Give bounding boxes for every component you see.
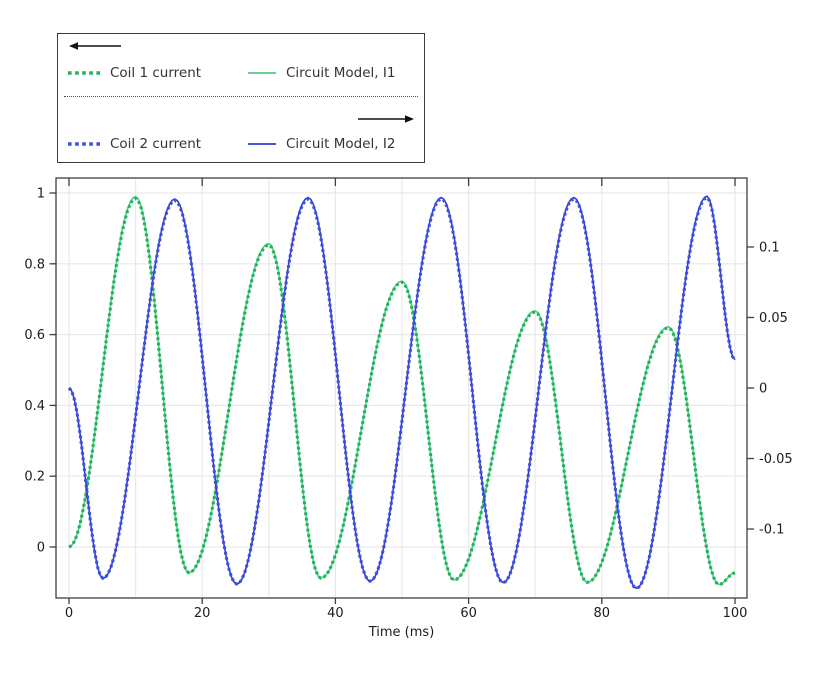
svg-text:0.05: 0.05 — [759, 311, 788, 326]
svg-text:0: 0 — [37, 540, 45, 555]
svg-text:1: 1 — [37, 187, 45, 202]
svg-text:0.6: 0.6 — [24, 328, 45, 343]
series-coil-2-current — [67, 196, 737, 590]
legend-label: Coil 1 current — [110, 65, 202, 81]
circuit-model-i2-swatch — [248, 143, 276, 145]
svg-text:0.1: 0.1 — [759, 240, 780, 255]
legend-entry-coil1-current: Coil 1 current Circuit Model, I1 — [58, 63, 424, 83]
svg-text:Time (ms): Time (ms) — [368, 625, 435, 640]
svg-text:0.8: 0.8 — [24, 257, 45, 272]
svg-text:80: 80 — [594, 606, 611, 621]
legend-label: Circuit Model, I2 — [286, 136, 396, 152]
svg-text:60: 60 — [460, 606, 477, 621]
legend-label: Coil 2 current — [110, 136, 202, 152]
axis-labels: 0 20 40 60 80 100 0 0.2 0.4 0.6 0.8 1 0.1 0.05 0 -0.05 -… — [24, 187, 792, 640]
circuit-model-i1-swatch — [248, 72, 276, 74]
svg-text:0.4: 0.4 — [24, 399, 45, 414]
left-axis-arrow-icon — [69, 42, 121, 50]
svg-text:0: 0 — [759, 382, 767, 397]
legend-divider — [64, 96, 418, 97]
coil2-dotted-swatch — [68, 142, 100, 146]
svg-text:0: 0 — [65, 606, 73, 621]
right-axis-arrow-icon — [358, 115, 414, 123]
svg-text:40: 40 — [327, 606, 344, 621]
svg-text:0.2: 0.2 — [24, 470, 45, 485]
svg-text:-0.1: -0.1 — [759, 523, 784, 538]
svg-text:-0.05: -0.05 — [759, 452, 793, 467]
svg-text:20: 20 — [194, 606, 211, 621]
legend-entry-coil2-current: Coil 2 current Circuit Model, I2 — [58, 134, 424, 154]
axis-ticks — [49, 178, 754, 604]
legend-label: Circuit Model, I1 — [286, 65, 396, 81]
series-coil-1-current — [68, 196, 736, 587]
legend-box: Coil 1 current Circuit Model, I1 Coil 2 … — [57, 33, 425, 163]
coil1-dotted-swatch — [68, 71, 100, 75]
svg-text:100: 100 — [723, 606, 748, 621]
